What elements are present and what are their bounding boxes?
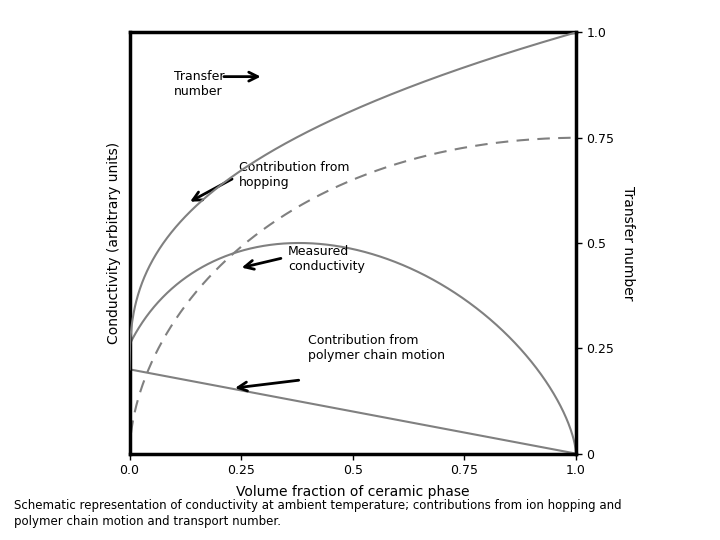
Text: Transfer
number: Transfer number [174, 70, 225, 98]
Text: Contribution from
polymer chain motion: Contribution from polymer chain motion [308, 334, 445, 362]
Text: Contribution from
hopping: Contribution from hopping [239, 161, 349, 189]
Text: Schematic representation of conductivity at ambient temperature; contributions f: Schematic representation of conductivity… [14, 500, 622, 528]
Y-axis label: Conductivity (arbitrary units): Conductivity (arbitrary units) [107, 142, 121, 344]
Y-axis label: Transfer number: Transfer number [621, 186, 635, 300]
Text: Measured
conductivity: Measured conductivity [288, 245, 365, 273]
X-axis label: Volume fraction of ceramic phase: Volume fraction of ceramic phase [236, 485, 469, 500]
